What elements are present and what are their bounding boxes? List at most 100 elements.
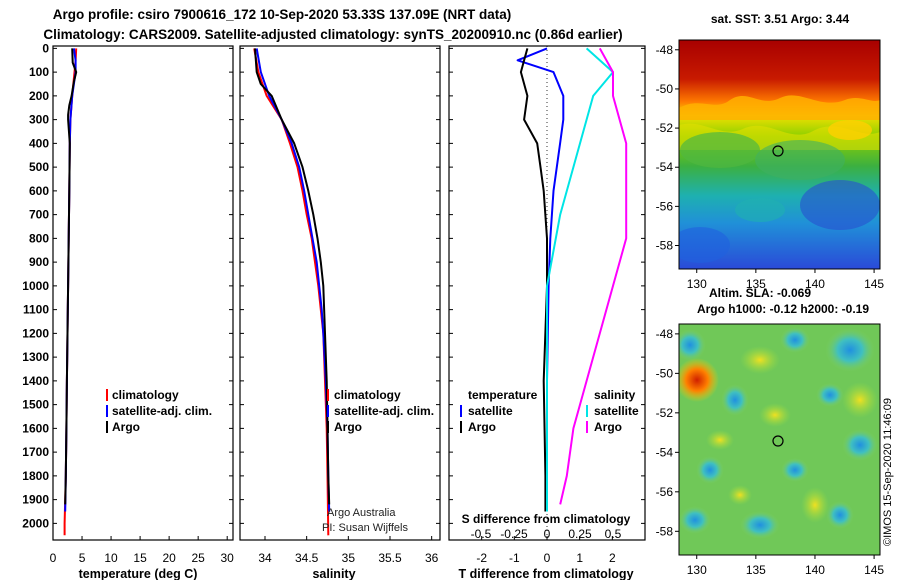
y-tick-label: 600: [29, 184, 49, 198]
watermark: ©IMOS 15-Sep-2020 11:46:09: [882, 398, 894, 546]
map-y-tick-label: -58: [656, 524, 674, 538]
sla-map-title: Altim. SLA: -0.069: [709, 286, 811, 300]
map-y-tick-label: -50: [656, 366, 674, 380]
x-tick-label: 10: [104, 551, 118, 565]
difference-axes: -2 -1 0 1 2-0.5 -0.25 0 0.25 0.5: [449, 46, 645, 565]
y-tick-label: 1900: [22, 493, 49, 507]
x-tick-label: 2: [609, 551, 616, 565]
annotation-argo-australia: Argo Australia: [327, 507, 396, 519]
legend-swatch-climatology: [327, 389, 329, 401]
y-tick-label: 400: [29, 136, 49, 150]
sla-map-axes: 130 135 140 145 -48 -50 -52 -54 -56 -58: [656, 327, 885, 577]
legend-label-climatology: climatology: [334, 388, 401, 402]
y-tick-label: 1200: [22, 326, 49, 340]
y-tick-label: 1400: [22, 374, 49, 388]
salinity-series: [253, 48, 331, 536]
y-tick-label: 300: [29, 113, 49, 127]
x-tick-label: 15: [133, 551, 147, 565]
y-tick-label: 1300: [22, 350, 49, 364]
map-x-tick-label: 140: [805, 563, 825, 577]
legend-label-sal-argo: Argo: [594, 420, 622, 434]
legend-swatch-satellite-adj: [327, 405, 329, 417]
series-line-satellite-adj-clim-: [255, 48, 331, 512]
map-y-tick-label: -54: [656, 160, 674, 174]
salinity-axes: 34 34.5 35 35.5 36: [240, 47, 440, 565]
y-tick-label: 1000: [22, 279, 49, 293]
title-line-2: Climatology: CARS2009. Satellite-adjuste…: [43, 27, 622, 42]
map-y-tick-label: -48: [656, 43, 674, 57]
y-tick-label: 900: [29, 255, 49, 269]
difference-legend: temperature salinity satellite Argo sate…: [460, 388, 639, 434]
salinity-xlabel: salinity: [312, 567, 355, 580]
sla-map-subtitle: Argo h1000: -0.12 h2000: -0.19: [697, 302, 869, 316]
map-y-tick-label: -52: [656, 121, 674, 135]
map-x-tick-label: 135: [746, 277, 766, 291]
x-tick-label: 20: [162, 551, 176, 565]
series-line-temperature-argo: [519, 48, 548, 512]
sla-map-frame: [678, 323, 881, 556]
x-tick-label: 1: [576, 551, 583, 565]
temperature-xlabel: temperature (deg C): [79, 567, 198, 580]
sst-map-axes: 130 135 140 145 -48 -50 -52 -54 -56 -58: [656, 43, 885, 291]
annotation-pi: PI: Susan Wijffels: [322, 522, 408, 534]
map-y-tick-label: -58: [656, 239, 674, 253]
series-line-argo: [64, 48, 78, 505]
title-line-1: Argo profile: csiro 7900616_172 10-Sep-2…: [53, 7, 511, 22]
temperature-series: [63, 48, 78, 536]
x-tick-label: 0: [544, 551, 551, 565]
x-tick-label: 35.5: [378, 551, 402, 565]
map-x-tick-label: 130: [687, 563, 707, 577]
y-tick-label: 1800: [22, 469, 49, 483]
legend-swatch-sal-satellite: [586, 405, 588, 417]
x2-tick-label: -0.25: [500, 527, 528, 541]
x-tick-label: 5: [79, 551, 86, 565]
map-x-tick-label: 145: [864, 563, 884, 577]
map-y-tick-label: -54: [656, 445, 674, 459]
y-tick-label: 0: [42, 41, 49, 55]
y-tick-label: 200: [29, 89, 49, 103]
sst-map-title: sat. SST: 3.51 Argo: 3.44: [711, 12, 850, 26]
legend-label-sal-satellite: satellite: [594, 404, 639, 418]
x-tick-label: 0: [50, 551, 57, 565]
legend-label-satellite-adj: satellite-adj. clim.: [334, 404, 434, 418]
x2-tick-label: -0.5: [471, 527, 492, 541]
x-tick-label: 35: [342, 551, 356, 565]
series-line-salinity-satellite: [546, 47, 614, 512]
x-tick-label: 34.5: [295, 551, 319, 565]
temperature-legend: climatology satellite-adj. clim. Argo: [106, 388, 212, 434]
difference-x2label: S difference from climatology: [462, 512, 631, 526]
y-tick-label: 1700: [22, 445, 49, 459]
sla-float-marker: [772, 435, 784, 447]
difference-xlabel: T difference from climatology: [458, 567, 633, 580]
series-line-salinity-argo: [559, 47, 628, 505]
y-tick-label: 700: [29, 208, 49, 222]
x-tick-label: -2: [476, 551, 487, 565]
sst-map-image: [679, 40, 880, 269]
map-x-tick-label: 140: [805, 277, 825, 291]
map-y-tick-label: -48: [656, 327, 674, 341]
y-tick-label: 1600: [22, 421, 49, 435]
map-y-tick-label: -50: [656, 82, 674, 96]
x2-tick-label: 0.5: [605, 527, 622, 541]
legend-header-temperature: temperature: [468, 388, 538, 402]
salinity-legend: climatology satellite-adj. clim. Argo: [327, 388, 434, 434]
legend-label-temp-argo: Argo: [468, 420, 496, 434]
map-x-tick-label: 135: [746, 563, 766, 577]
legend-swatch-sal-argo: [586, 421, 588, 433]
x2-tick-label: 0.25: [568, 527, 592, 541]
y-tick-label: 1500: [22, 398, 49, 412]
series-line-climatology: [253, 48, 330, 536]
salinity-plot-frame: [239, 45, 441, 541]
x-tick-label: 25: [191, 551, 205, 565]
legend-swatch-temp-satellite: [460, 405, 462, 417]
map-x-tick-label: 145: [864, 277, 884, 291]
temperature-axes: 0100200300400500600700800900100011001200…: [22, 41, 234, 565]
map-x-tick-label: 130: [687, 277, 707, 291]
y-tick-label: 500: [29, 160, 49, 174]
y-tick-label: 1100: [23, 303, 49, 317]
series-line-argo: [254, 48, 331, 505]
legend-label-argo: Argo: [112, 420, 140, 434]
legend-header-salinity: salinity: [594, 388, 636, 402]
x-tick-label: 36: [425, 551, 439, 565]
